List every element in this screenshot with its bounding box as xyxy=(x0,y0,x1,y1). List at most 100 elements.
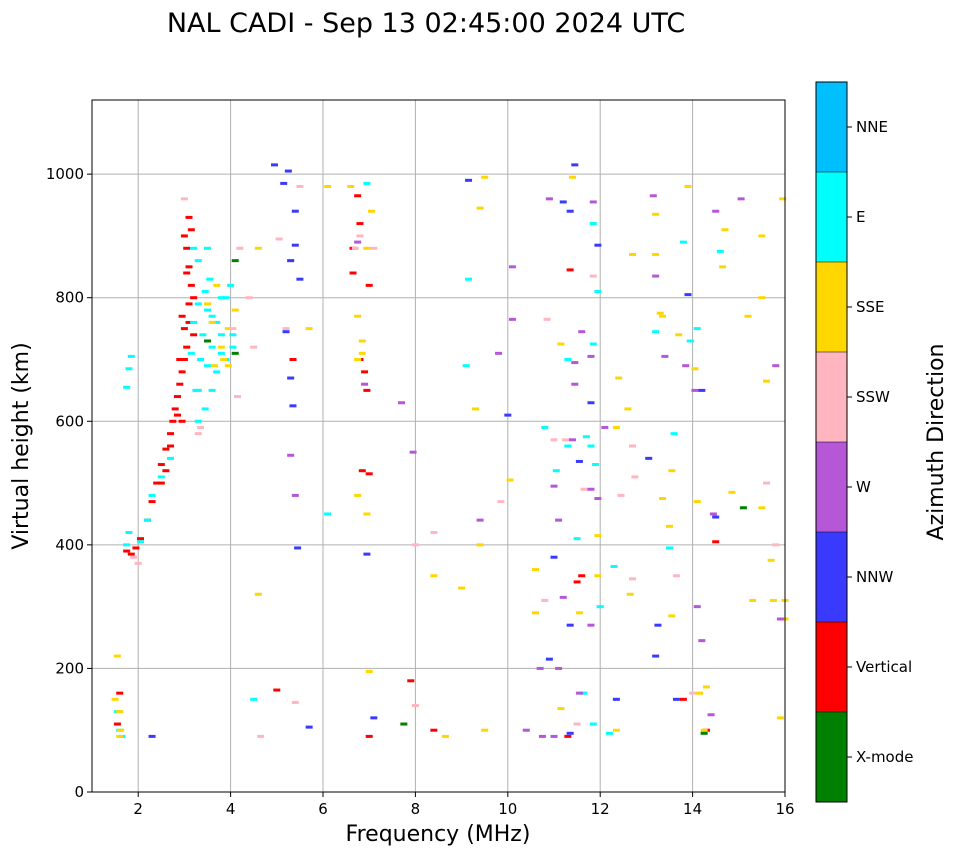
colorbar-segment xyxy=(816,532,847,623)
point-w xyxy=(555,518,563,522)
point-e xyxy=(125,367,133,371)
point-sse xyxy=(691,367,699,371)
point-vertical xyxy=(137,537,145,541)
point-w xyxy=(712,209,720,213)
point-e xyxy=(605,731,613,735)
point-e xyxy=(143,518,151,522)
plot-frame xyxy=(91,99,786,793)
point-vertical xyxy=(176,382,184,386)
point-ssw xyxy=(430,531,438,534)
point-sse xyxy=(668,469,676,473)
point-ssw xyxy=(197,425,205,429)
colorbar-tick-label: SSW xyxy=(856,388,890,406)
point-e xyxy=(564,358,572,361)
colorbar-tick-label: X-mode xyxy=(856,748,913,766)
point-vertical xyxy=(363,388,371,392)
colorbar-segment xyxy=(816,82,847,173)
point-sse xyxy=(758,506,766,510)
point-w xyxy=(568,438,576,442)
point-e xyxy=(197,358,205,361)
point-x-mode xyxy=(400,722,408,726)
point-ssw xyxy=(130,555,138,559)
point-e xyxy=(564,444,572,448)
colorbar-segment xyxy=(816,172,847,263)
point-sse xyxy=(763,379,771,383)
point-ssw xyxy=(356,234,364,238)
point-vertical xyxy=(178,314,186,318)
point-ssw xyxy=(580,487,588,491)
point-sse xyxy=(224,327,232,331)
colorbar-segment xyxy=(816,442,847,533)
point-w xyxy=(291,493,299,497)
point-sse xyxy=(659,314,667,318)
point-ssw xyxy=(541,598,549,602)
point-e xyxy=(589,342,597,346)
point-w xyxy=(589,200,597,204)
point-w xyxy=(682,364,690,368)
point-w xyxy=(698,639,706,643)
point-nnw xyxy=(370,716,378,720)
point-nnw xyxy=(280,181,288,185)
point-e xyxy=(580,691,588,695)
point-e xyxy=(194,302,202,306)
point-sse xyxy=(612,728,620,732)
y-tick-label: 1000 xyxy=(46,165,84,183)
point-nnw xyxy=(645,456,653,460)
point-vertical xyxy=(167,444,175,448)
point-ssw xyxy=(411,704,419,707)
point-w xyxy=(354,240,362,244)
point-ssw xyxy=(134,561,142,565)
point-e xyxy=(670,432,678,436)
point-sse xyxy=(476,543,484,547)
point-e xyxy=(208,345,216,349)
point-e xyxy=(199,333,207,337)
point-ssw xyxy=(194,432,202,436)
point-w xyxy=(571,361,579,365)
point-e xyxy=(462,364,470,368)
point-ssw xyxy=(573,722,581,726)
point-nnw xyxy=(291,243,299,247)
point-sse xyxy=(471,407,479,411)
point-w xyxy=(555,666,563,670)
point-e xyxy=(541,425,549,429)
point-vertical xyxy=(171,407,179,411)
point-e xyxy=(582,435,590,439)
x-tick-label: 12 xyxy=(591,800,610,818)
point-sse xyxy=(652,252,660,256)
point-w xyxy=(550,734,558,738)
colorbar-tick-label: NNW xyxy=(856,568,893,586)
point-vertical xyxy=(185,265,193,269)
point-ssw xyxy=(411,543,419,547)
point-w xyxy=(587,354,595,358)
point-x-mode xyxy=(231,259,239,263)
point-ssw xyxy=(250,345,258,349)
point-ssw xyxy=(772,543,780,547)
point-ssw xyxy=(631,475,639,479)
x-tick-label: 4 xyxy=(226,800,236,818)
point-sse xyxy=(626,592,634,596)
point-vertical xyxy=(190,333,198,337)
point-w xyxy=(737,197,745,201)
point-nnw xyxy=(287,259,295,263)
point-vertical xyxy=(679,697,687,701)
point-e xyxy=(137,540,145,544)
point-sse xyxy=(594,574,602,578)
point-e xyxy=(213,320,221,324)
point-nnw xyxy=(672,697,680,701)
point-w xyxy=(398,401,406,405)
point-vertical xyxy=(176,358,184,361)
point-w xyxy=(361,382,369,386)
point-vertical xyxy=(365,283,373,287)
point-e xyxy=(610,564,618,568)
point-vertical xyxy=(116,691,124,695)
point-vertical xyxy=(430,728,438,732)
point-sse xyxy=(728,490,736,494)
point-w xyxy=(545,197,553,201)
point-sse xyxy=(656,311,664,315)
point-sse xyxy=(363,246,371,250)
point-sse xyxy=(769,598,777,602)
point-e xyxy=(693,327,701,331)
point-nnw xyxy=(296,277,304,281)
point-vertical xyxy=(407,679,415,683)
point-nnw xyxy=(698,388,706,392)
